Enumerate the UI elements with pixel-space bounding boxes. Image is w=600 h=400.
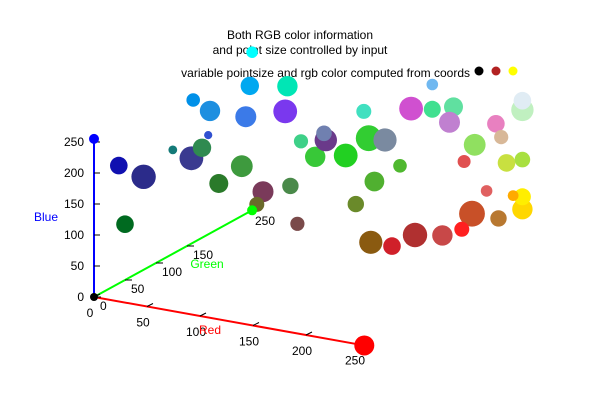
- data-point: [252, 181, 274, 203]
- blue-axis-tick-label: 150: [64, 197, 84, 211]
- red-axis-tick: [252, 322, 260, 326]
- legend-marker: [474, 66, 484, 76]
- data-point: [110, 156, 128, 175]
- data-point: [293, 134, 309, 149]
- data-point: [444, 97, 463, 117]
- data-point: [246, 46, 258, 58]
- data-point: [490, 210, 507, 227]
- axis-endpoint-marker: [89, 133, 99, 144]
- red-axis-tick-label: 200: [292, 344, 312, 358]
- axis-endpoint-marker: [354, 335, 375, 356]
- data-point: [305, 146, 326, 167]
- data-point: [373, 128, 397, 152]
- axis-ticks: 0 50 100 150 200 250 0 50 100 150 250 0 50 100 150 200 2…: [64, 135, 365, 368]
- data-point: [131, 164, 156, 189]
- red-axis-tick-label: 250: [345, 354, 365, 368]
- data-point: [116, 215, 134, 233]
- red-axis-tick: [146, 303, 154, 307]
- green-axis-tick-label: 0: [100, 299, 107, 313]
- axis-endpoint-marker: [90, 293, 98, 301]
- legend-marker: [491, 66, 501, 76]
- data-point: [514, 151, 531, 168]
- data-point: [497, 154, 516, 172]
- data-point: [480, 185, 493, 197]
- data-point: [423, 100, 441, 118]
- data-point: [364, 171, 385, 192]
- data-point: [204, 131, 213, 140]
- data-point: [209, 174, 229, 193]
- data-point: [454, 221, 470, 237]
- data-point: [463, 133, 486, 156]
- legend: variable pointsize and rgb color compute…: [181, 66, 518, 80]
- blue-axis-tick-label: 100: [64, 228, 84, 242]
- green-axis-tick-label: 100: [162, 265, 182, 279]
- data-point: [273, 99, 298, 124]
- legend-markers: [474, 66, 518, 76]
- blue-axis-tick-label: 50: [71, 259, 85, 273]
- data-point: [290, 216, 305, 231]
- blue-axis-tick-label: 200: [64, 166, 84, 180]
- data-point: [168, 145, 178, 155]
- legend-marker: [508, 66, 518, 76]
- red-axis-tick: [305, 331, 313, 336]
- data-point: [487, 115, 505, 133]
- data-point: [192, 138, 212, 157]
- data-point: [399, 96, 423, 121]
- data-point: [282, 177, 299, 195]
- red-axis-tick-label: 0: [87, 306, 94, 320]
- green-axis-tick-label: 150: [193, 248, 213, 262]
- data-point: [494, 130, 509, 145]
- data-point: [359, 230, 383, 254]
- green-axis-tick-label: 50: [131, 282, 145, 296]
- data-point: [402, 222, 428, 248]
- data-point: [333, 143, 358, 168]
- data-point: [426, 78, 439, 91]
- axes: 0 50 100 150 200 250 0 50 100 150 250 0 50 100 150 200 2…: [34, 135, 365, 368]
- title-line-2: and point size controlled by input: [213, 43, 388, 57]
- legend-label: variable pointsize and rgb color compute…: [181, 66, 470, 80]
- data-point: [199, 100, 221, 122]
- data-point: [459, 200, 485, 227]
- data-point: [316, 125, 332, 142]
- red-axis-line: [93, 296, 365, 347]
- data-point: [432, 225, 453, 246]
- data-point: [235, 106, 257, 128]
- chart-title: Both RGB color information and point siz…: [213, 28, 388, 57]
- data-point: [457, 155, 471, 168]
- axis-endpoint-markers: [89, 133, 375, 356]
- blue-axis-tick-label: 0: [77, 290, 84, 304]
- green-axis-tick-label: 250: [255, 214, 275, 228]
- data-point: [347, 195, 364, 213]
- green-axis-label: Green: [190, 257, 223, 271]
- data-point: [513, 188, 531, 206]
- red-axis-tick: [199, 312, 207, 317]
- blue-axis-tick-label: 250: [64, 135, 84, 149]
- red-axis-tick-label: 50: [136, 316, 150, 330]
- axis-endpoint-marker: [247, 205, 258, 216]
- data-point: [512, 199, 533, 220]
- data-point: [186, 93, 200, 107]
- data-point: [230, 155, 253, 178]
- data-point: [513, 91, 532, 110]
- title-line-1: Both RGB color information: [227, 28, 373, 42]
- data-point: [356, 103, 372, 119]
- data-point: [277, 76, 298, 97]
- data-point: [439, 111, 460, 133]
- green-axis-line: [93, 209, 253, 298]
- data-point: [383, 237, 401, 255]
- red-axis-label: Red: [199, 323, 221, 337]
- red-axis-tick-label: 150: [239, 335, 259, 349]
- red-axis-tick-label: 100: [186, 325, 206, 339]
- blue-axis-label: Blue: [34, 210, 58, 224]
- data-point: [507, 190, 519, 202]
- data-point: [240, 76, 259, 96]
- data-point: [393, 159, 407, 173]
